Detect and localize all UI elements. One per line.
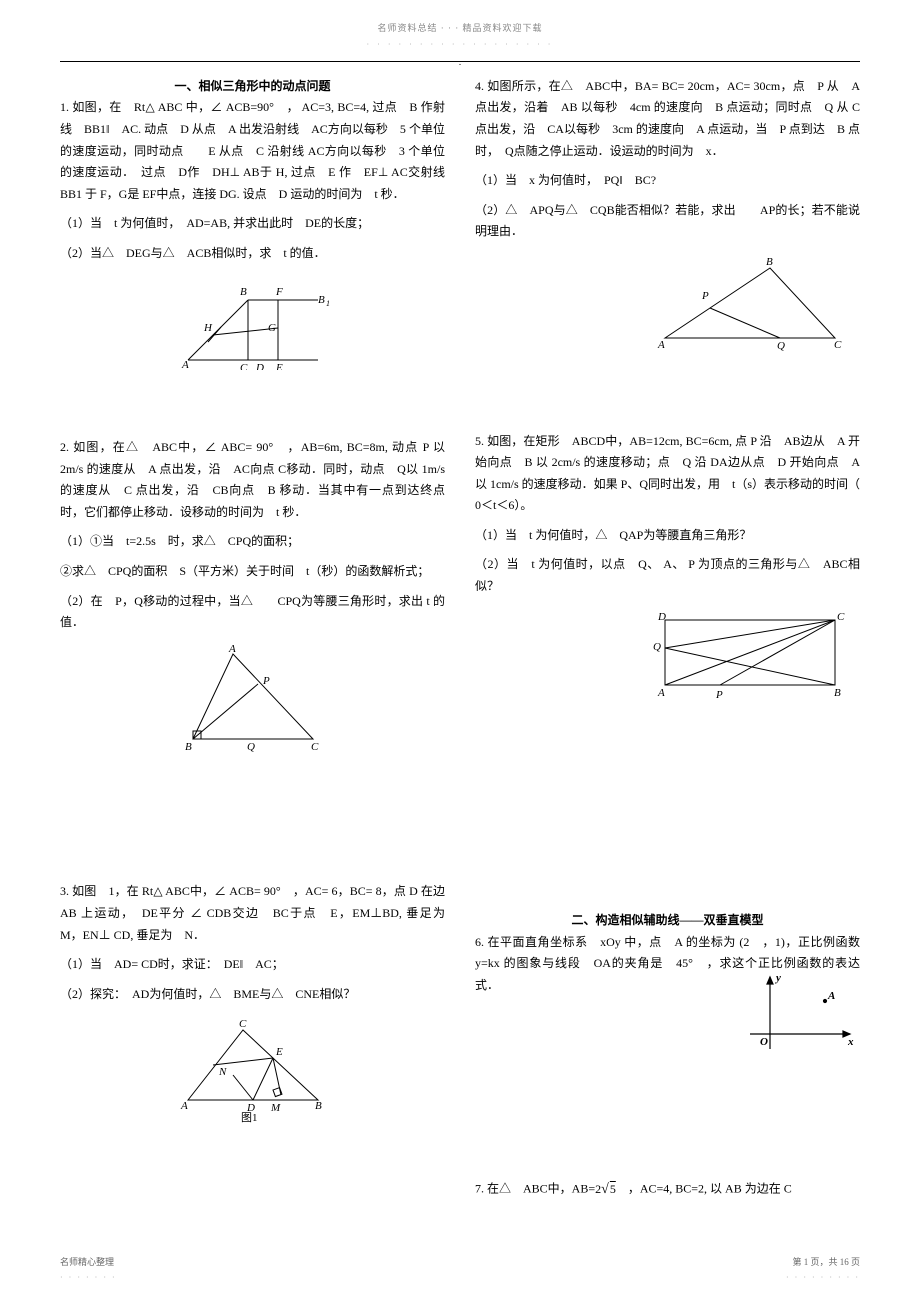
problem-5-body: 5. 如图，在矩形 ABCD中，AB=12cm, BC=6cm, 点 P 沿 A… — [475, 431, 860, 517]
fig1-label-E: E — [275, 362, 283, 370]
section-1-title: 一、相似三角形中的动点问题 — [60, 76, 445, 98]
problem-6-body: 6. 在平面直角坐标系 xOy 中，点 A 的坐标为 (2 ，1)，正比例函数 … — [475, 932, 860, 997]
section-2-title: 二、构造相似辅助线——双垂直模型 — [475, 910, 860, 932]
problem-7-post: ，AC=4, BC=2, 以 AB 为边在 C — [616, 1181, 792, 1195]
fig6-label-A: A — [827, 990, 835, 1002]
problem-5-q2: （2）当 t 为何值时，以点 Q、 A、 P 为顶点的三角形与△ ABC相似？ — [475, 554, 860, 597]
page-header-dots: · · · · · · · · · · · · · · · · · · — [60, 38, 860, 52]
problem-2-q1a: （1）①当 t=2.5s 时，求△ CPQ的面积； — [60, 531, 445, 553]
problem-7-pre: 7. 在△ ABC中，AB= — [475, 1181, 595, 1195]
svg-text:1: 1 — [326, 299, 330, 308]
fig6-label-y: y — [774, 972, 781, 984]
fig3-label-E: E — [275, 1046, 283, 1058]
fig2-label-B: B — [185, 741, 192, 753]
problem-4-body: 4. 如图所示，在△ ABC中，BA= BC= 20cm，AC= 30cm，点 … — [475, 76, 860, 162]
two-column-layout: 一、相似三角形中的动点问题 1. 如图，在 Rt△ ABC 中，∠ ACB=90… — [60, 76, 860, 1210]
fig5-label-P: P — [715, 689, 723, 701]
page-footer: 名师精心整理 · · · · · · · 第 1 页，共 16 页 · · · … — [60, 1254, 860, 1285]
fig5-label-B: B — [834, 687, 841, 699]
fig3-label-B: B — [315, 1100, 322, 1112]
fig1-label-G: G — [268, 322, 276, 334]
fig3-label-M: M — [270, 1102, 281, 1114]
fig6-label-x: x — [847, 1036, 854, 1048]
figure-3: A C E N D M B 图1 — [60, 1015, 445, 1133]
problem-3-body: 3. 如图 1，在 Rt△ ABC中，∠ ACB= 90° ，AC= 6，BC=… — [60, 881, 445, 946]
problem-4-q1: （1）当 x 为何值时， PQ‖ BC? — [475, 170, 860, 192]
problem-1-body: 1. 如图，在 Rt△ ABC 中，∠ ACB=90° ， AC=3, BC=4… — [60, 97, 445, 205]
right-column: 4. 如图所示，在△ ABC中，BA= BC= 20cm，AC= 30cm，点 … — [475, 76, 860, 1210]
fig1-label-B1: B — [318, 294, 325, 306]
footer-left: 名师精心整理 — [60, 1254, 117, 1270]
fig3-label-A: A — [180, 1100, 188, 1112]
page-header-text: 名师资料总结 · · · 精品资料欢迎下载 — [60, 20, 860, 36]
fig2-label-Q: Q — [247, 741, 255, 753]
problem-3-q2: （2）探究： AD为何值时，△ BME与△ CNE相似？ — [60, 984, 445, 1006]
fig4-label-C: C — [834, 339, 842, 351]
fig2-label-P: P — [262, 675, 270, 687]
fig1-label-C: C — [240, 362, 248, 370]
left-column: 一、相似三角形中的动点问题 1. 如图，在 Rt△ ABC 中，∠ ACB=90… — [60, 76, 445, 1210]
problem-3-q1: （1）当 AD= CD时，求证： DE‖ AC； — [60, 954, 445, 976]
fig1-label-D: D — [255, 362, 264, 370]
fig5-label-D: D — [657, 611, 666, 623]
problem-5-q1: （1）当 t 为何值时，△ QAP为等腰直角三角形？ — [475, 525, 860, 547]
fig3-label-C: C — [239, 1018, 247, 1030]
fig1-label-A: A — [181, 359, 189, 370]
fig5-label-A: A — [657, 687, 665, 699]
fig5-label-Q: Q — [653, 641, 661, 653]
fig1-label-H: H — [203, 322, 213, 334]
fig4-label-P: P — [701, 290, 709, 302]
fig6-label-O: O — [760, 1036, 768, 1048]
fig4-label-B: B — [766, 256, 773, 268]
fig4-label-Q: Q — [777, 340, 785, 352]
problem-2-q2: （2）在 P，Q移动的过程中，当△ CPQ为等腰三角形时，求出 t 的值． — [60, 591, 445, 634]
problem-4-q2: （2）△ APQ与△ CQB能否相似？若能，求出 AP的长；若不能说明理由． — [475, 200, 860, 243]
problem-1-q2: （2）当△ DEG与△ ACB相似时，求 t 的值． — [60, 243, 445, 265]
problem-1-q1: （1）当 t 为何值时， AD=AB, 并求出此时 DE的长度； — [60, 213, 445, 235]
problem-2-q1b: ②求△ CPQ的面积 S（平方米）关于时间 t（秒）的函数解析式； — [60, 561, 445, 583]
fig3-caption: 图1 — [241, 1111, 258, 1124]
figure-5: A B C D Q P — [475, 608, 850, 711]
sqrt-radicand: 5 — [609, 1182, 616, 1196]
footer-left-dots: · · · · · · · — [60, 1271, 117, 1285]
center-mark: . — [60, 54, 860, 70]
footer-right-dots: · · · · · · · · · — [786, 1271, 860, 1285]
figure-4: A B P Q C — [475, 253, 850, 361]
fig1-label-F: F — [275, 286, 283, 298]
footer-right: 第 1 页，共 16 页 — [786, 1254, 860, 1270]
problem-7-body: 7. 在△ ABC中，AB=2√5 ，AC=4, BC=2, 以 AB 为边在 … — [475, 1177, 860, 1202]
fig5-label-C: C — [837, 611, 845, 623]
fig1-label-B: B — [240, 286, 247, 298]
fig2-label-A: A — [228, 644, 236, 655]
problem-2-body: 2. 如图，在△ ABC中，∠ ABC= 90° ，AB=6m, BC=8m, … — [60, 437, 445, 523]
figure-2: A P B Q C — [60, 644, 445, 762]
fig3-label-N: N — [218, 1066, 227, 1078]
fig2-label-C: C — [311, 741, 319, 753]
fig4-label-A: A — [657, 339, 665, 351]
sqrt-expression: 2√5 — [595, 1177, 616, 1202]
figure-6: O A x y — [740, 969, 860, 1059]
figure-1: A B F B 1 H G C D E — [60, 275, 445, 378]
